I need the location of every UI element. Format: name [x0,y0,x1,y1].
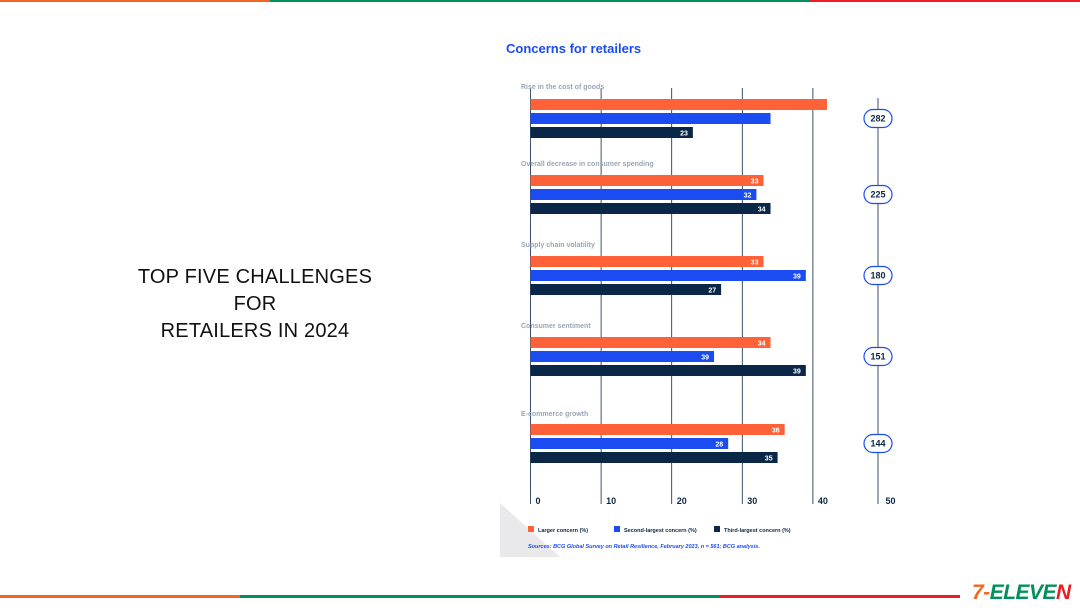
bottom-accent-bar [0,595,960,598]
totals-column: 282 225 180 151 144 [863,108,893,454]
x-tick-label: 10 [606,496,616,506]
legend-swatch [614,526,620,532]
x-tick-label: 20 [677,496,687,506]
bar-value-label: 39 [701,354,709,361]
bar [530,365,806,376]
bar [530,256,764,267]
category-labels: Rise in the cost of goods Overall decreas… [521,84,654,418]
x-tick-label: 50 [886,496,896,506]
bar [530,270,806,281]
bar [530,189,757,200]
bar [530,175,764,186]
bar-value-label: 33 [751,259,759,266]
category-label: Overall decrease in consumer spending [521,161,654,168]
bar [530,203,771,214]
category-label: E-commerce growth [521,411,588,418]
legend-label: Larger concern (%) [538,528,588,534]
bar-value-label: 35 [765,455,773,462]
bar-value-label: 34 [758,340,766,347]
bar [530,113,771,124]
bar [530,424,785,435]
legend-label: Third-largest concern (%) [724,528,791,534]
total-badge [863,184,893,205]
category-label: Rise in the cost of goods [521,84,604,91]
seven-eleven-logo: 7-ELEVEN [972,581,1071,604]
bar-value-label: 23 [680,130,688,137]
category-label: Consumer sentiment [521,323,591,330]
bar-value-label: 27 [708,287,716,294]
x-axis-ticks: 0 10 20 30 40 50 [536,496,896,506]
legend: Larger concern (%) Second-largest concern… [528,526,791,534]
legend-swatch [528,526,534,532]
bar [530,351,715,362]
bar-series: 23 33 32 34 33 39 27 34 39 39 36 28 35 [530,99,828,463]
total-badge [863,265,893,286]
total-badge [863,433,893,454]
bar-value-label: 28 [715,441,723,448]
bar [530,452,778,463]
total-value: 225 [870,190,885,200]
chart-title: Concerns for retailers [506,41,641,56]
bar [530,99,828,110]
legend-swatch [714,526,720,532]
bar [530,284,722,295]
x-tick-label: 40 [818,496,828,506]
total-value: 180 [870,271,885,281]
total-value: 144 [870,439,885,449]
bar [530,337,771,348]
total-badge [863,108,893,129]
bar-value-label: 34 [758,206,766,213]
total-value: 282 [870,114,885,124]
bar-value-label: 39 [793,368,801,375]
bar-value-label: 36 [772,427,780,434]
total-badge [863,346,893,367]
bar-value-label: 33 [751,178,759,185]
total-value: 151 [870,352,885,362]
top-accent-bar [0,0,1080,2]
bar-value-label: 39 [793,273,801,280]
bar [530,127,693,138]
category-label: Supply chain volatility [521,242,595,249]
source-note: Sources: BCG Global Survey on Retail Res… [528,544,760,550]
legend-label: Second-largest concern (%) [624,528,697,534]
slide-title: TOP FIVE CHALLENGES FOR RETAILERS IN 202… [137,266,373,342]
x-tick-label: 0 [536,496,541,506]
bar [530,438,729,449]
x-tick-label: 30 [747,496,757,506]
bar-value-label: 32 [744,192,752,199]
